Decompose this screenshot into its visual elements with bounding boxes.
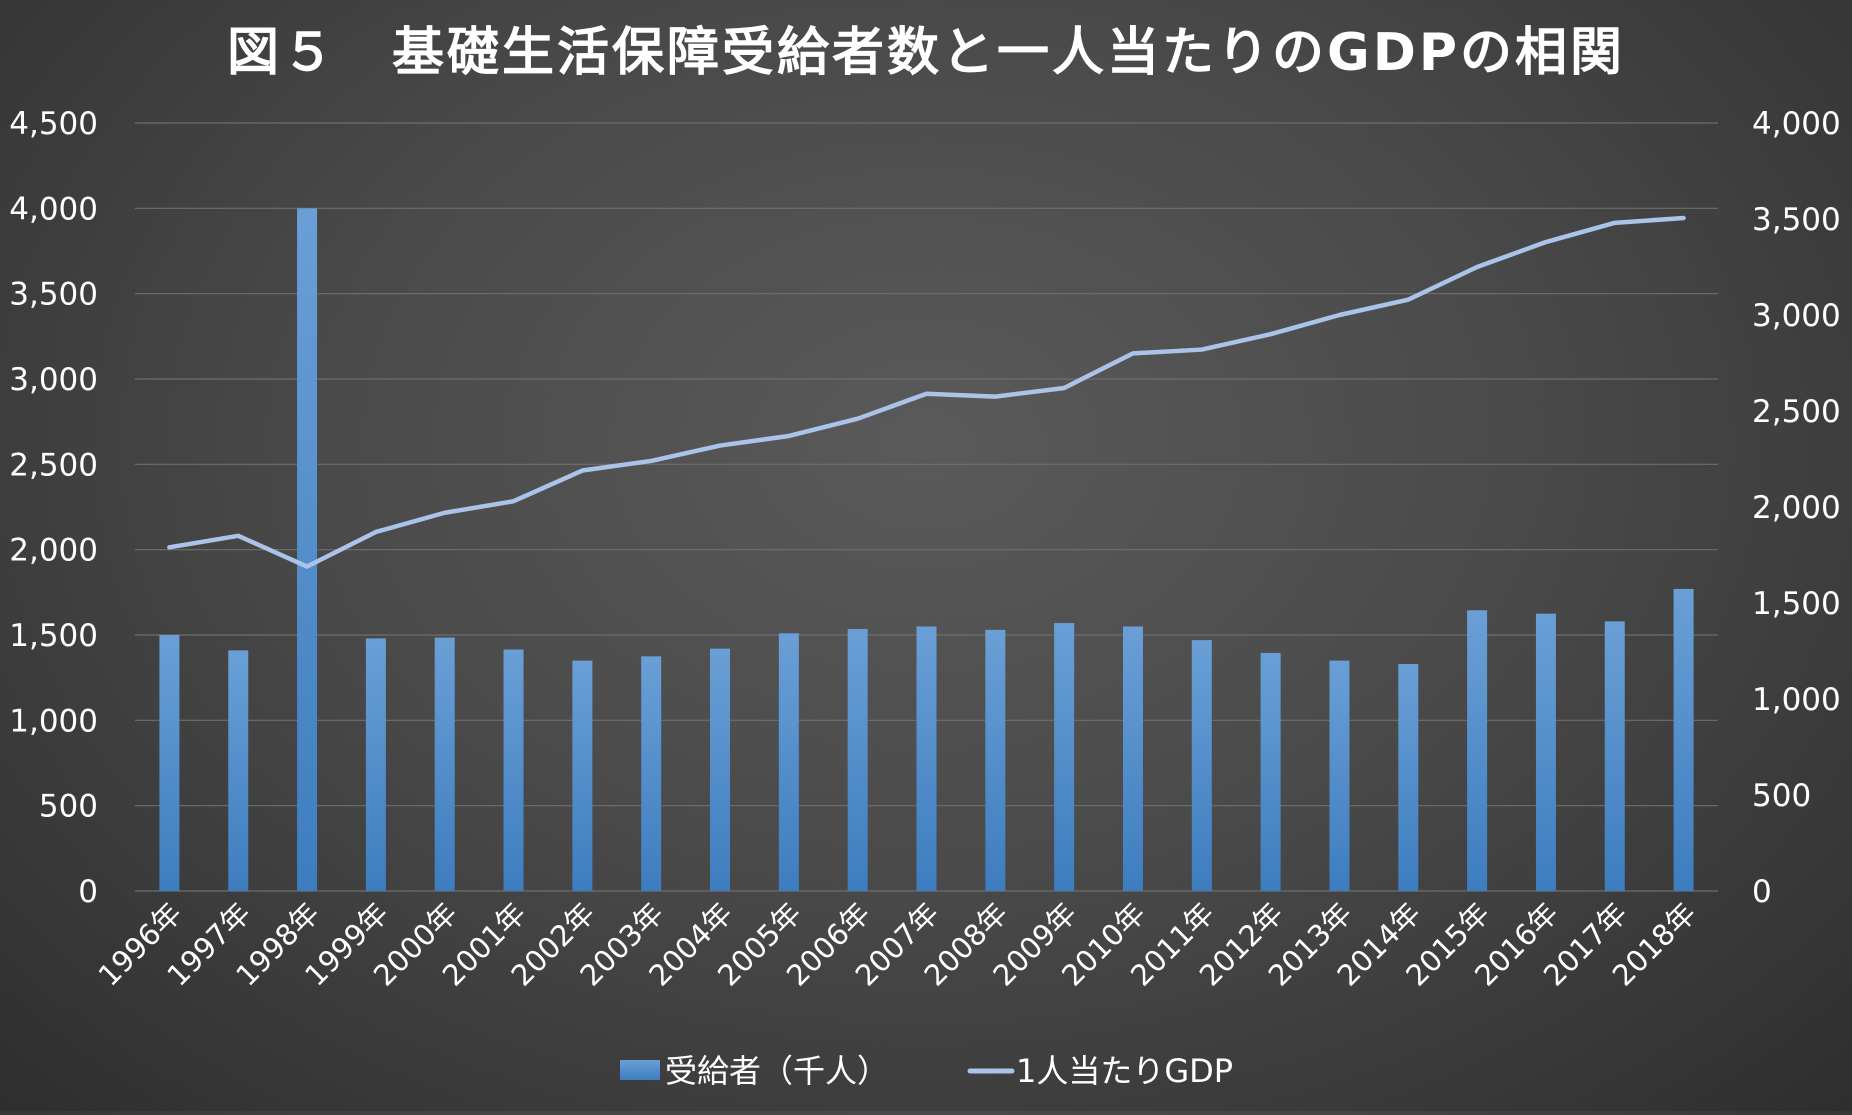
- gdp-point-2008年: [993, 395, 997, 399]
- gdp-point-1996年: [167, 545, 171, 549]
- gdp-point-2013年: [1337, 313, 1341, 317]
- bar-2015年: [1467, 610, 1488, 891]
- gdp-point-2017年: [1613, 221, 1617, 225]
- line-layer: [167, 215, 1686, 569]
- gdp-point-2003年: [649, 459, 653, 463]
- left-axis: 0 500 1,000 1,500 2,000 2,500 3,000 3,500 4,000 4…: [9, 106, 98, 910]
- gdp-point-1998年: [305, 565, 309, 569]
- right-axis-tick-label: 3,500: [1752, 202, 1841, 238]
- right-axis-tick-label: 1,000: [1752, 682, 1841, 718]
- gdp-point-2000年: [443, 511, 447, 515]
- right-axis-tick-label: 500: [1752, 778, 1811, 814]
- bar-2001年: [503, 649, 524, 891]
- left-axis-tick-label: 0: [78, 874, 98, 910]
- bar-1996年: [159, 635, 180, 891]
- bar-1999年: [365, 638, 386, 891]
- bar-2016年: [1535, 613, 1556, 891]
- bar-2004年: [710, 648, 731, 891]
- bar-2007年: [916, 626, 937, 891]
- gdp-point-2016年: [1544, 240, 1548, 244]
- bar-2011年: [1191, 640, 1212, 891]
- right-axis-tick-label: 2,000: [1752, 490, 1841, 526]
- left-axis-tick-label: 4,500: [9, 106, 98, 142]
- right-axis-tick-label: 4,000: [1752, 106, 1841, 142]
- gdp-point-1997年: [236, 534, 240, 538]
- gdp-point-2009年: [1062, 386, 1066, 390]
- left-axis-tick-label: 2,000: [9, 533, 98, 569]
- bar-2014年: [1398, 664, 1419, 891]
- bar-2006年: [847, 629, 868, 891]
- gdp-point-2018年: [1682, 216, 1686, 220]
- bar-2005年: [778, 633, 799, 891]
- bar-2017年: [1604, 621, 1625, 891]
- gdp-point-2014年: [1406, 298, 1410, 302]
- right-axis-tick-label: 3,000: [1752, 298, 1841, 334]
- bar-2000年: [434, 637, 455, 891]
- gdp-point-2007年: [925, 392, 928, 396]
- bar-2013年: [1329, 660, 1350, 891]
- bar-2008年: [985, 629, 1006, 891]
- right-axis-tick-label: 0: [1752, 874, 1772, 910]
- legend: 受給者（千人） 1人当たりGDP: [620, 1052, 1233, 1090]
- left-axis-tick-label: 4,000: [9, 191, 98, 227]
- bar-2002年: [572, 660, 593, 891]
- bar-2018年: [1673, 588, 1694, 891]
- bars-layer: [159, 208, 1694, 892]
- right-axis-tick-label: 1,500: [1752, 586, 1841, 622]
- x-axis: 1996年1997年1998年1999年2000年2001年2002年2003年…: [92, 896, 1703, 993]
- left-axis-tick-label: 2,500: [9, 447, 98, 483]
- right-axis-tick-label: 2,500: [1752, 394, 1841, 430]
- left-axis-tick-label: 1,000: [9, 703, 98, 739]
- left-axis-tick-label: 3,500: [9, 277, 98, 313]
- gdp-point-2010年: [1131, 351, 1135, 355]
- gdp-point-2006年: [856, 417, 860, 421]
- right-axis: 0 500 1,000 1,500 2,000 2,500 3,000 3,500 4,000: [1752, 106, 1841, 910]
- gdp-point-1999年: [374, 530, 378, 534]
- left-axis-tick-label: 3,000: [9, 362, 98, 398]
- bar-2003年: [641, 656, 662, 891]
- grid-layer: [135, 122, 1718, 892]
- bar-2012年: [1260, 652, 1281, 891]
- bar-2010年: [1122, 626, 1143, 891]
- legend-line-label: 1人当たりGDP: [1016, 1052, 1233, 1090]
- bar-1997年: [228, 650, 249, 891]
- gdp-point-2011年: [1200, 348, 1204, 352]
- legend-bar-label: 受給者（千人）: [665, 1052, 889, 1090]
- gdp-point-2004年: [718, 444, 722, 448]
- left-axis-tick-label: 500: [39, 789, 98, 825]
- bar-1998年: [297, 208, 318, 892]
- left-axis-tick-label: 1,500: [9, 618, 98, 654]
- gdp-point-2012年: [1269, 332, 1273, 336]
- gdp-point-2015年: [1475, 265, 1479, 269]
- gdp-point-2005年: [787, 434, 791, 438]
- gdp-point-2002年: [580, 469, 584, 473]
- chart-title: 図５ 基礎生活保障受給者数と一人当たりのGDPの相関: [227, 23, 1625, 83]
- gdp-point-2001年: [512, 499, 516, 503]
- bar-2009年: [1054, 623, 1075, 891]
- legend-bar-swatch: [620, 1060, 660, 1080]
